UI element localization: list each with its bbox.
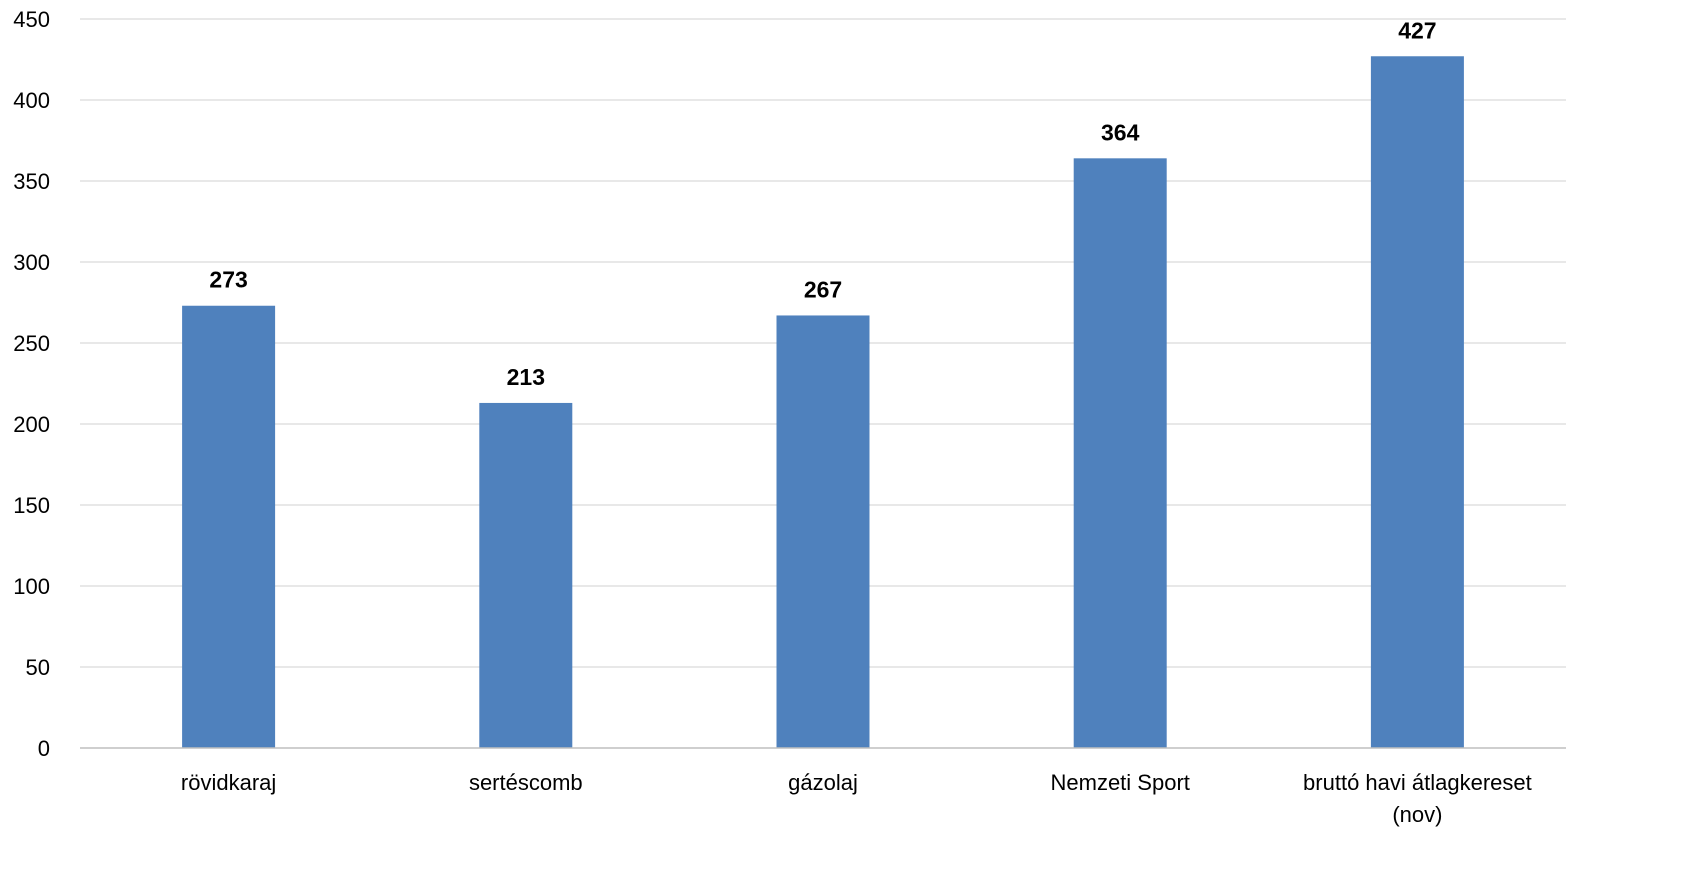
- y-tick-label: 450: [13, 7, 50, 32]
- y-tick-label: 100: [13, 574, 50, 599]
- data-label: 364: [1101, 119, 1140, 145]
- x-tick-label: gázolaj: [788, 770, 858, 795]
- y-tick-label: 350: [13, 169, 50, 194]
- x-tick-label: (nov): [1392, 802, 1442, 827]
- bar: [182, 305, 276, 748]
- y-tick-label: 0: [38, 736, 50, 761]
- data-label: 213: [507, 364, 545, 390]
- y-tick-label: 200: [13, 412, 50, 437]
- data-label: 427: [1398, 17, 1436, 43]
- y-tick-label: 250: [13, 331, 50, 356]
- bar: [776, 315, 870, 748]
- bar: [1370, 56, 1464, 748]
- y-tick-label: 400: [13, 88, 50, 113]
- x-tick-label: Nemzeti Sport: [1051, 770, 1190, 795]
- data-label: 267: [804, 276, 842, 302]
- y-tick-label: 300: [13, 250, 50, 275]
- x-tick-label: rövidkaraj: [181, 770, 276, 795]
- labels: 0 50 100 150 200 250 300 350 400 450 273 rövidkaraj…: [13, 7, 1531, 827]
- bar: [1073, 158, 1167, 748]
- bar: [479, 402, 573, 748]
- data-label: 273: [209, 267, 247, 293]
- y-tick-label: 150: [13, 493, 50, 518]
- bars: [182, 56, 1464, 748]
- y-tick-label: 50: [26, 655, 50, 680]
- x-tick-label: bruttó havi átlagkereset: [1303, 770, 1532, 795]
- x-tick-label: sertéscomb: [469, 770, 583, 795]
